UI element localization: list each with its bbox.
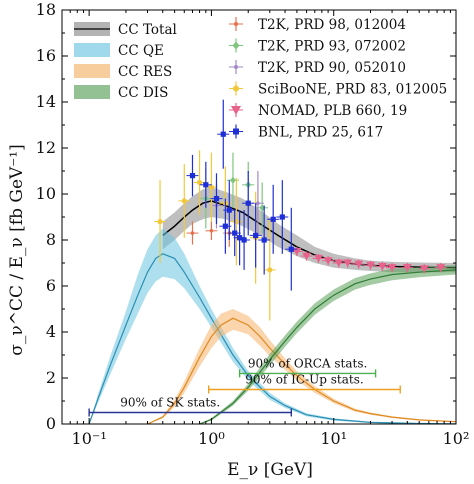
- range-label-2: 90% of SK stats.: [120, 396, 220, 410]
- data-point-4-8: [377, 262, 387, 271]
- data-point-5-5: [226, 207, 232, 213]
- x-axis-label: E_ν [GeV]: [227, 460, 313, 480]
- y-tick-label-4: 8: [46, 230, 56, 249]
- y-tick-label-5: 10: [36, 184, 56, 203]
- legend-marker-2: [234, 65, 238, 69]
- data-point-4-11: [419, 265, 429, 273]
- legend-swatch-3: [74, 85, 110, 99]
- data-point-5-1: [203, 182, 209, 188]
- legend-series-label-1: T2K, PRD 93, 072002: [258, 39, 406, 55]
- legend-series-label-2: T2K, PRD 90, 052010: [258, 60, 406, 76]
- data-point-4-6: [354, 260, 364, 269]
- data-point-5-8: [241, 237, 247, 243]
- data-point-3-7: [267, 267, 273, 273]
- data-point-5-10: [253, 232, 259, 238]
- x-tick-label-0: 10⁻¹: [72, 429, 107, 448]
- data-point-4-10: [402, 264, 412, 272]
- legend-label-3: CC DIS: [118, 85, 168, 101]
- legend-series-label-3: SciBooNE, PRD 83, 012005: [258, 82, 447, 98]
- data-point-4-4: [334, 259, 344, 267]
- data-point-4-0: [292, 248, 302, 256]
- legend-label-1: CC QE: [118, 43, 164, 59]
- band-line-2: [147, 317, 456, 424]
- y-tick-label-7: 14: [36, 92, 56, 111]
- y-tick-label-2: 4: [46, 322, 56, 341]
- y-axis-ticks: 0 2 4 6 8 10 12 14 16 18: [36, 0, 456, 433]
- data-point-5-7: [237, 235, 243, 241]
- data-point-3-2: [196, 179, 203, 186]
- band-1: [89, 228, 456, 424]
- data-point-1-1: [229, 176, 236, 184]
- data-point-3-3: [208, 184, 215, 190]
- legend-label-0: CC Total: [118, 22, 177, 38]
- y-tick-label-3: 6: [46, 276, 56, 295]
- data-point-5-14: [288, 246, 294, 252]
- data-point-5-13: [279, 214, 285, 220]
- band-line-1: [88, 253, 456, 424]
- data-point-2-1: [256, 201, 260, 205]
- legend-marker-3: [233, 85, 239, 92]
- y-tick-label-6: 12: [36, 138, 56, 157]
- data-point-3-0: [157, 219, 163, 225]
- data-point-5-2: [213, 196, 220, 202]
- data-point-5-12: [270, 216, 276, 222]
- data-point-0-1: [209, 229, 214, 233]
- data-point-4-2: [313, 254, 323, 263]
- data-point-5-0: [189, 173, 196, 179]
- x-tick-label-2: 10¹: [320, 429, 347, 448]
- data-point-5-11: [261, 237, 267, 243]
- y-axis-label: σ_ν^CC / E_ν [fb GeV⁻¹]: [7, 144, 27, 355]
- data-point-5-4: [222, 223, 228, 229]
- range-label-1: 90% of IC-Up stats.: [245, 373, 363, 387]
- data-point-5-9: [245, 200, 251, 206]
- data-point-5-6: [232, 230, 238, 236]
- y-tick-label-9: 18: [36, 0, 56, 19]
- band-line-3: [199, 269, 456, 424]
- x-tick-label-3: 10²: [443, 429, 470, 448]
- plot-inner: [88, 99, 456, 424]
- data-point-4-12: [436, 264, 446, 272]
- data-point-0-0: [190, 231, 195, 235]
- legend-marker-4: [231, 106, 241, 115]
- legend-series-label-5: BNL, PRD 25, 617: [258, 125, 383, 141]
- data-point-3-1: [181, 198, 187, 204]
- legend-marker-0: [234, 22, 238, 26]
- legend: CC Total CC QE CC RES CC DIS T2K, PRD 98, 01…: [74, 17, 447, 141]
- data-point-4-3: [323, 257, 333, 265]
- x-tick-label-1: 10⁰: [198, 429, 225, 448]
- data-point-4-7: [366, 261, 376, 270]
- data-point-4-1: [302, 252, 312, 261]
- band-3: [199, 265, 456, 424]
- data-point-4-5: [343, 259, 353, 267]
- y-tick-label-0: 0: [46, 414, 56, 433]
- y-tick-label-8: 16: [36, 46, 56, 65]
- legend-swatch-1: [74, 43, 110, 57]
- legend-marker-1: [232, 41, 240, 50]
- legend-series-label-0: T2K, PRD 98, 012004: [258, 17, 406, 33]
- legend-marker-5: [233, 128, 239, 135]
- x-axis-ticks: 10⁻¹ 10⁰ 10¹ 10²: [61, 10, 470, 448]
- range-label-0: 90% of ORCA stats.: [248, 356, 367, 370]
- y-tick-label-1: 2: [46, 368, 56, 387]
- plot-area: 90% of ORCA stats. 90% of IC-Up stats. 90%…: [61, 9, 457, 425]
- data-point-5-3: [220, 131, 226, 137]
- legend-swatch-2: [74, 64, 110, 78]
- legend-series-label-4: NOMAD, PLB 660, 19: [258, 103, 407, 119]
- data-point-4-9: [387, 264, 397, 272]
- legend-label-2: CC RES: [118, 64, 172, 80]
